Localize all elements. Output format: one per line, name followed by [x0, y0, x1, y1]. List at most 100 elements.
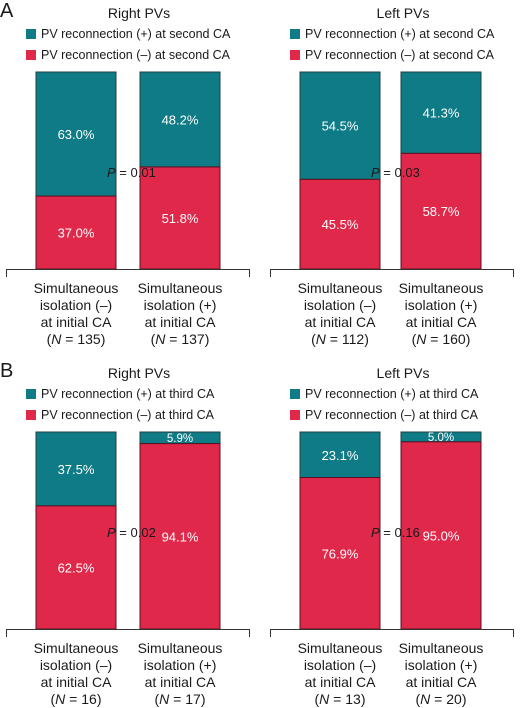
category-n: (N = 17) — [154, 691, 205, 707]
data-label-plus: 48.2% — [162, 112, 199, 127]
category-label-line: at initial CA — [145, 314, 216, 330]
sample-size: 13 — [345, 691, 361, 707]
legend-label-minus: PV reconnection (–) at third CA — [41, 408, 215, 422]
data-label-minus: 76.9% — [322, 546, 359, 561]
category-label-line: Simultaneous — [298, 640, 383, 656]
legend-swatch-minus — [290, 410, 300, 420]
bar-segment-plus — [400, 71, 482, 154]
category-label: Simultaneous isolation (+) at initial CA (N… — [399, 640, 484, 707]
legend-label-plus: PV reconnection (+) at third CA — [305, 387, 479, 401]
data-label-minus: 45.5% — [322, 217, 359, 232]
category-label-line: at initial CA — [41, 674, 112, 690]
sample-size: 135 — [77, 331, 101, 347]
legend-swatch-plus — [290, 29, 300, 39]
category-n: (N = 137) — [151, 331, 210, 347]
sample-size: 137 — [181, 331, 205, 347]
data-label-plus: 23.1% — [322, 448, 359, 463]
sample-size: 17 — [185, 691, 201, 707]
category-n: (N = 16) — [50, 691, 101, 707]
category-label: Simultaneous isolation (–) at initial CA (N… — [298, 280, 383, 347]
bar-segment-minus — [139, 443, 221, 630]
category-label: Simultaneous isolation (–) at initial CA (N… — [34, 280, 119, 347]
group-title: Right PVs — [108, 5, 170, 21]
category-label: Simultaneous isolation (+) at initial CA (N… — [138, 280, 223, 347]
data-label-plus: 54.5% — [322, 119, 359, 134]
bar-segment-minus — [400, 441, 482, 630]
category-label-line: isolation (+) — [144, 297, 217, 313]
data-label-minus: 95.0% — [423, 528, 460, 543]
sample-size: 160 — [442, 331, 466, 347]
category-label-line: at initial CA — [406, 674, 477, 690]
category-label: Simultaneous isolation (+) at initial CA (N… — [138, 640, 223, 707]
category-label: Simultaneous isolation (+) at initial CA (N… — [399, 280, 484, 347]
category-n: (N = 135) — [47, 331, 106, 347]
data-label-plus: 5.0% — [428, 432, 454, 444]
data-label-plus: 37.5% — [58, 462, 95, 477]
category-label-line: Simultaneous — [399, 640, 484, 656]
sample-size: 16 — [81, 691, 97, 707]
group-title: Left PVs — [377, 365, 430, 381]
category-label-line: Simultaneous — [399, 280, 484, 296]
category-label-line: Simultaneous — [298, 280, 383, 296]
category-n: (N = 13) — [314, 691, 365, 707]
legend-swatch-minus — [290, 50, 300, 60]
legend-swatch-plus — [26, 389, 36, 399]
legend-swatch-plus — [290, 389, 300, 399]
bar-segment-plus — [139, 71, 221, 168]
category-label-line: Simultaneous — [34, 640, 119, 656]
legend-label-minus: PV reconnection (–) at third CA — [305, 408, 479, 422]
bar-segment-minus — [299, 477, 381, 630]
legend-swatch-plus — [26, 29, 36, 39]
category-label-line: isolation (+) — [144, 657, 217, 673]
data-label-minus: 62.5% — [58, 560, 95, 575]
bar-segment-minus — [400, 152, 482, 270]
category-label: Simultaneous isolation (–) at initial CA (N… — [34, 640, 119, 707]
category-label-line: isolation (+) — [405, 657, 478, 673]
p-value: P = 0.16 — [371, 525, 420, 540]
legend-swatch-minus — [26, 410, 36, 420]
category-label-line: isolation (–) — [40, 297, 112, 313]
data-label-minus: 58.7% — [423, 204, 460, 219]
sample-size: 112 — [342, 331, 365, 347]
bar-segment-plus — [299, 431, 381, 479]
category-label-line: at initial CA — [406, 314, 477, 330]
data-label-minus: 94.1% — [162, 529, 199, 544]
legend-swatch-minus — [26, 50, 36, 60]
data-label-plus: 5.9% — [167, 433, 193, 445]
panel-letter: A — [0, 0, 14, 22]
category-label-line: Simultaneous — [138, 280, 223, 296]
data-label-minus: 37.0% — [58, 226, 95, 241]
data-label-minus: 51.8% — [162, 211, 199, 226]
category-n: (N = 112) — [311, 331, 369, 347]
category-label-line: Simultaneous — [34, 280, 119, 296]
legend-label-plus: PV reconnection (+) at third CA — [41, 387, 215, 401]
category-label-line: at initial CA — [305, 674, 376, 690]
category-label-line: isolation (–) — [304, 657, 376, 673]
legend-label-minus: PV reconnection (–) at second CA — [41, 48, 231, 62]
category-label-line: at initial CA — [145, 674, 216, 690]
p-value: P = 0.02 — [107, 525, 156, 540]
bar-segment-minus — [35, 505, 117, 630]
category-n: (N = 160) — [412, 331, 471, 347]
category-label-line: at initial CA — [305, 314, 376, 330]
p-value: P = 0.01 — [107, 165, 156, 180]
bar-segment-minus — [35, 195, 117, 270]
bar-segment-minus — [139, 166, 221, 270]
category-label-line: Simultaneous — [138, 640, 223, 656]
bar-segment-plus — [35, 71, 117, 197]
sample-size: 20 — [446, 691, 462, 707]
category-n: (N = 20) — [415, 691, 466, 707]
group-title: Right PVs — [108, 365, 170, 381]
legend-label-plus: PV reconnection (+) at second CA — [41, 27, 231, 41]
data-label-plus: 41.3% — [423, 106, 460, 121]
category-label: Simultaneous isolation (–) at initial CA (N… — [298, 640, 383, 707]
category-label-line: isolation (–) — [304, 297, 376, 313]
category-label-line: at initial CA — [41, 314, 112, 330]
p-value: P = 0.03 — [371, 165, 420, 180]
data-label-plus: 63.0% — [58, 127, 95, 142]
group-title: Left PVs — [377, 5, 430, 21]
panel-letter: B — [0, 360, 13, 382]
legend-label-minus: PV reconnection (–) at second CA — [305, 48, 495, 62]
category-label-line: isolation (+) — [405, 297, 478, 313]
